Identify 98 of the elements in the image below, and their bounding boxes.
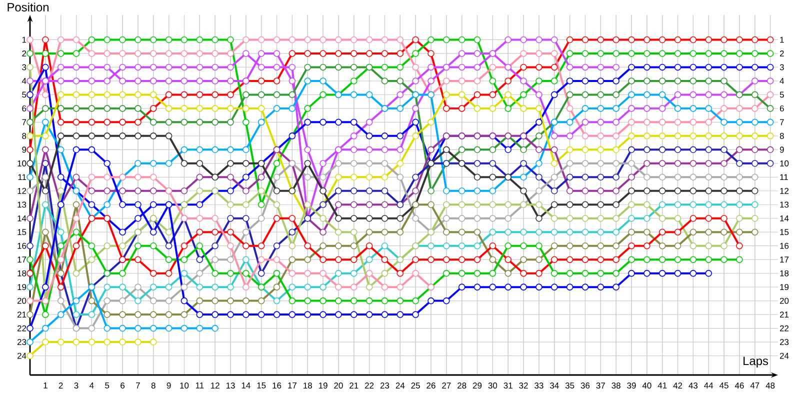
x-tick-label: 28 xyxy=(458,382,466,389)
x-tick-label: 30 xyxy=(488,382,498,389)
x-tick-label: 43 xyxy=(688,382,698,389)
x-tick-label: 20 xyxy=(334,382,343,389)
y2-tick-label: 5 xyxy=(780,92,784,98)
y2-tick-label: 16 xyxy=(780,242,789,249)
y-tick-label: 6 xyxy=(22,105,26,112)
x-tick-label: 14 xyxy=(242,382,250,388)
y2-tick-label: 23 xyxy=(780,339,789,346)
x-tick-label: 1 xyxy=(44,382,48,388)
x-tick-label: 26 xyxy=(426,382,436,389)
x-tick-label: 46 xyxy=(734,382,744,389)
y2-tick-label: 14 xyxy=(780,215,789,222)
x-tick-label: 3 xyxy=(74,382,78,389)
y2-tick-label: 7 xyxy=(780,119,784,126)
y2-tick-label: 19 xyxy=(780,284,789,290)
y2-tick-label: 20 xyxy=(780,298,789,304)
y2-tick-label: 11 xyxy=(780,174,788,180)
y2-tick-label: 9 xyxy=(780,146,784,153)
y2-tick-label: 15 xyxy=(780,229,789,236)
x-tick-label: 10 xyxy=(180,382,189,389)
y2-tick-label: 18 xyxy=(780,270,789,276)
y-tick-label: 23 xyxy=(17,339,26,346)
y-tick-label: 19 xyxy=(18,284,26,290)
x-tick-label: 37 xyxy=(596,382,605,389)
x-tick-label: 18 xyxy=(304,382,312,389)
x-tick-label: 12 xyxy=(211,382,220,388)
y2-tick-label: 22 xyxy=(780,325,789,332)
y-tick-label: 16 xyxy=(18,242,26,249)
x-tick-label: 25 xyxy=(411,382,420,389)
y2-tick-label: 6 xyxy=(780,105,784,112)
x-tick-label: 16 xyxy=(272,382,282,389)
y-tick-label: 20 xyxy=(17,298,26,304)
x-tick-label: 5 xyxy=(105,382,110,388)
y2-tick-label: 10 xyxy=(780,160,789,166)
y-tick-label: 24 xyxy=(17,352,26,359)
y2-tick-label: 24 xyxy=(780,352,789,359)
x-tick-label: 42 xyxy=(673,382,682,388)
x-tick-label: 2 xyxy=(58,382,63,388)
y-tick-label: 22 xyxy=(17,325,26,332)
x-tick-label: 35 xyxy=(565,382,574,389)
x-tick-label: 21 xyxy=(350,382,358,388)
x-tick-label: 29 xyxy=(472,382,482,389)
y-tick-label: 15 xyxy=(18,229,26,236)
x-tick-label: 36 xyxy=(580,382,590,389)
x-tick-label: 45 xyxy=(720,382,728,388)
x-tick-label: 13 xyxy=(226,382,235,389)
y-tick-label: 12 xyxy=(18,188,26,194)
x-tick-label: 9 xyxy=(166,382,171,389)
y2-tick-label: 13 xyxy=(780,202,789,208)
x-tick-label: 6 xyxy=(120,382,125,389)
y-tick-label: 5 xyxy=(22,92,26,98)
x-tick-label: 15 xyxy=(257,382,266,388)
y-tick-label: 9 xyxy=(22,146,26,153)
x-tick-label: 8 xyxy=(151,382,156,389)
y2-tick-label: 2 xyxy=(780,50,784,56)
x-tick-label: 39 xyxy=(627,382,636,389)
y-tick-label: 2 xyxy=(22,50,26,56)
y2-tick-label: 4 xyxy=(780,78,784,84)
x-tick-label: 32 xyxy=(519,382,528,389)
y-tick-label: 18 xyxy=(18,270,26,276)
x-tick-label: 22 xyxy=(365,382,374,388)
y-tick-label: 11 xyxy=(18,174,26,180)
y2-tick-label: 17 xyxy=(780,256,789,262)
y-axis-title: Position xyxy=(8,2,48,12)
y-tick-label: 13 xyxy=(18,202,26,208)
y2-tick-label: 12 xyxy=(780,188,789,194)
x-tick-label: 41 xyxy=(658,382,667,388)
y-tick-label: 17 xyxy=(18,256,26,262)
x-tick-label: 34 xyxy=(550,382,559,389)
x-tick-label: 27 xyxy=(442,382,451,388)
x-tick-label: 23 xyxy=(380,382,390,389)
x-tick-label: 48 xyxy=(766,382,775,389)
y-tick-label: 3 xyxy=(22,64,26,70)
x-tick-label: 11 xyxy=(196,382,204,388)
y-tick-label: 1 xyxy=(22,36,26,43)
y2-tick-label: 21 xyxy=(780,312,789,318)
x-tick-label: 31 xyxy=(504,382,512,389)
x-tick-label: 33 xyxy=(534,382,544,389)
y2-tick-label: 3 xyxy=(780,64,784,70)
y2-tick-label: 8 xyxy=(780,132,784,139)
x-tick-label: 4 xyxy=(90,382,94,388)
x-tick-label: 19 xyxy=(318,382,328,389)
y-tick-label: 21 xyxy=(17,312,26,318)
x-tick-label: 47 xyxy=(750,382,760,388)
x-tick-label: 7 xyxy=(136,382,140,388)
y-tick-label: 7 xyxy=(22,119,26,126)
y-tick-label: 8 xyxy=(22,132,26,139)
y-tick-label: 4 xyxy=(22,78,26,84)
x-tick-label: 38 xyxy=(612,382,620,389)
x-axis-title: Laps xyxy=(744,356,768,368)
x-tick-label: 17 xyxy=(288,382,296,388)
x-tick-label: 44 xyxy=(704,382,714,388)
y-tick-label: 14 xyxy=(18,215,26,222)
y-tick-label: 10 xyxy=(18,160,26,166)
y2-tick-label: 1 xyxy=(780,36,784,43)
x-tick-label: 40 xyxy=(642,382,652,389)
x-tick-label: 24 xyxy=(396,382,405,388)
